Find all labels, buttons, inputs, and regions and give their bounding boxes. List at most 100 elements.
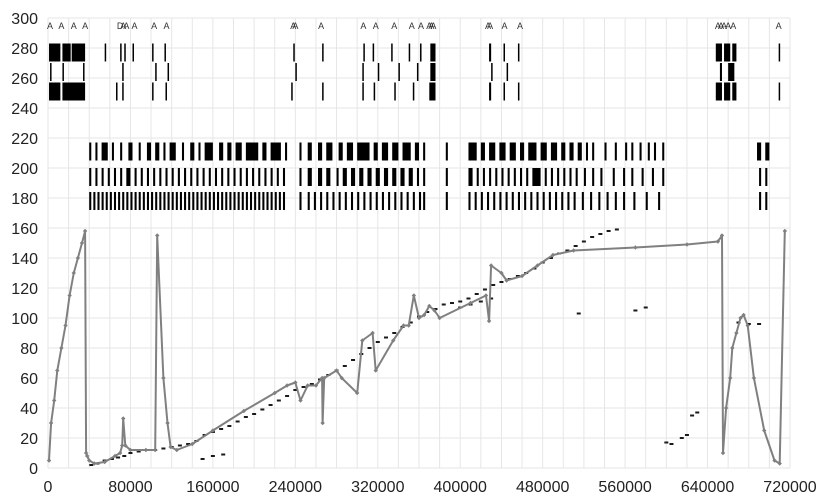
- rug-tick: [583, 168, 586, 186]
- rug-tick: [249, 192, 253, 210]
- rug-tick: [171, 168, 174, 186]
- rug-tick: [540, 142, 547, 161]
- rug-tick: [164, 43, 166, 62]
- scatter-point: [227, 425, 232, 427]
- rug-tick: [430, 63, 436, 81]
- rug-tick: [412, 192, 415, 210]
- series-point: [55, 368, 60, 373]
- scatter-point: [581, 240, 586, 243]
- rug-tick: [569, 142, 574, 161]
- series-point: [128, 447, 133, 453]
- rug-tick: [245, 168, 248, 186]
- rug-tick: [155, 192, 158, 210]
- scatter-point: [425, 311, 430, 313]
- rug-tick: [369, 192, 372, 210]
- series-point: [313, 383, 319, 388]
- rug-tick: [728, 63, 735, 81]
- rug-tick: [62, 63, 64, 81]
- rug-tick: [190, 168, 193, 186]
- series-point: [354, 390, 360, 396]
- rug-tick: [606, 192, 609, 210]
- rug-tick: [200, 192, 203, 210]
- rug-tick: [338, 142, 343, 161]
- scatter-point: [384, 336, 389, 339]
- rug-tick: [759, 192, 762, 210]
- rug-tick: [715, 43, 722, 62]
- rug-tick: [362, 63, 364, 81]
- series-point: [468, 300, 473, 306]
- scatter-point: [643, 306, 648, 309]
- rug-tick: [511, 192, 514, 210]
- marker-label: A: [82, 21, 88, 31]
- series-point: [728, 375, 733, 381]
- rug-tick: [519, 142, 525, 161]
- rug-tick: [266, 192, 269, 210]
- rug-tick: [120, 142, 123, 161]
- rug-tick: [600, 168, 603, 186]
- rug-tick: [430, 43, 436, 62]
- rug-tick: [233, 192, 236, 210]
- rug-tick: [326, 192, 329, 210]
- series-point: [730, 345, 735, 351]
- rug-tick: [505, 192, 508, 210]
- marker-label: A: [58, 21, 64, 31]
- rug-tick: [468, 168, 473, 186]
- rug-tick: [577, 142, 582, 161]
- rug-tick: [146, 192, 149, 210]
- rug-tick: [359, 168, 364, 186]
- series-point: [284, 383, 290, 388]
- rug-tick: [101, 142, 108, 161]
- scatter-point: [177, 444, 182, 447]
- rug-tick: [217, 192, 220, 210]
- rug-tick: [113, 168, 117, 186]
- rug-tick: [765, 168, 768, 186]
- series-point: [293, 380, 298, 385]
- marker-label: A: [71, 21, 77, 31]
- rug-tick: [724, 82, 731, 101]
- rug-tick: [503, 82, 506, 101]
- x-tick-label: 320000: [351, 479, 404, 496]
- rug-tick: [585, 142, 589, 161]
- series-point: [772, 458, 777, 463]
- series-point: [360, 338, 365, 343]
- rug-tick: [221, 192, 224, 210]
- rug-tick: [140, 168, 143, 186]
- y-tick-label: 260: [11, 71, 38, 88]
- rug-tick: [423, 192, 426, 210]
- scatter-point: [614, 228, 619, 231]
- rug-tick: [647, 142, 650, 161]
- marker-label: A: [721, 21, 727, 31]
- rug-tick: [724, 43, 731, 62]
- scatter-point: [260, 408, 265, 411]
- rug-tick: [487, 192, 490, 210]
- series-point: [499, 270, 504, 276]
- series-point: [59, 345, 64, 351]
- series-point: [168, 444, 173, 450]
- rug-tick: [208, 168, 211, 186]
- x-tick-label: 0: [44, 479, 53, 496]
- series-point: [161, 375, 166, 381]
- rug-tick: [604, 142, 607, 161]
- scatter-point: [576, 312, 581, 315]
- marker-label: A: [718, 21, 724, 31]
- rug-tick: [429, 82, 436, 101]
- rug-tick: [491, 63, 493, 81]
- grid-lines: [47, 17, 791, 469]
- rug-tick: [95, 142, 98, 161]
- rug-tick: [575, 168, 578, 186]
- series-point: [305, 383, 310, 388]
- rug-tick: [495, 168, 498, 186]
- rug-tick: [346, 142, 354, 161]
- scatter-point: [474, 293, 479, 295]
- scatter-point: [491, 284, 496, 286]
- series-line: [48, 230, 786, 465]
- series-point: [483, 293, 489, 298]
- rug-tick: [318, 168, 323, 186]
- series-point: [777, 461, 782, 466]
- series-point: [320, 420, 325, 426]
- scatter-point: [235, 420, 240, 423]
- y-tick-label: 280: [11, 41, 38, 58]
- series-point: [190, 441, 195, 447]
- marker-label: A: [151, 21, 157, 31]
